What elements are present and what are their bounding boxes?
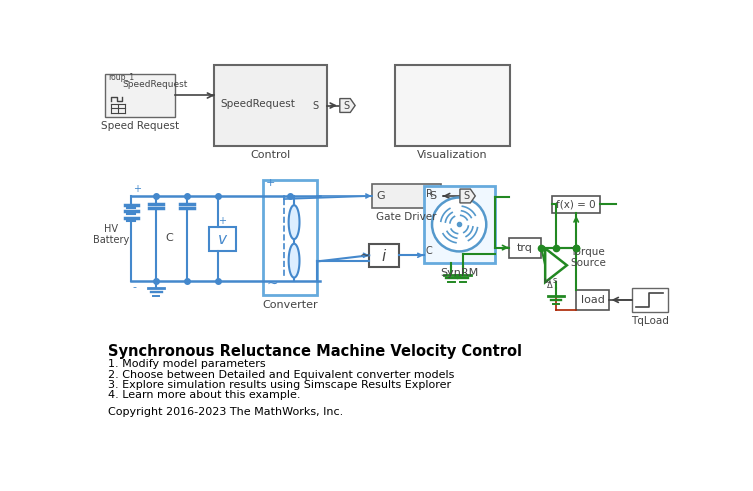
Text: G: G <box>376 191 385 201</box>
FancyBboxPatch shape <box>509 238 541 258</box>
Text: i: i <box>382 248 386 264</box>
Polygon shape <box>460 189 475 203</box>
Circle shape <box>432 197 486 251</box>
FancyBboxPatch shape <box>371 184 441 208</box>
Text: +: + <box>218 217 227 226</box>
Polygon shape <box>288 205 300 239</box>
Text: trq: trq <box>517 243 533 252</box>
Text: R: R <box>426 189 433 199</box>
FancyBboxPatch shape <box>576 290 608 310</box>
FancyBboxPatch shape <box>215 65 327 146</box>
Text: SpeedRequest: SpeedRequest <box>221 99 295 109</box>
Text: +: + <box>266 178 276 188</box>
Text: C: C <box>426 246 432 256</box>
Polygon shape <box>545 248 567 282</box>
Text: SpeedRequest: SpeedRequest <box>122 80 187 89</box>
Text: Visualization: Visualization <box>417 150 487 160</box>
Text: TqLoad: TqLoad <box>631 316 669 326</box>
Text: 3. Explore simulation results using Simscape Results Explorer: 3. Explore simulation results using Sims… <box>108 380 451 390</box>
Polygon shape <box>288 244 300 277</box>
FancyBboxPatch shape <box>369 244 398 267</box>
Text: ~: ~ <box>266 276 278 291</box>
FancyBboxPatch shape <box>552 196 600 213</box>
Text: ω: ω <box>544 276 550 285</box>
Text: 4. Learn more about this example.: 4. Learn more about this example. <box>108 390 300 400</box>
Text: -: - <box>133 282 137 292</box>
Text: S: S <box>429 191 436 201</box>
Text: Δ: Δ <box>547 281 553 290</box>
Text: v: v <box>218 232 227 247</box>
Text: Converter: Converter <box>262 300 318 310</box>
FancyBboxPatch shape <box>209 227 236 251</box>
Text: Gate Driver: Gate Driver <box>376 212 437 222</box>
Text: f(x) = 0: f(x) = 0 <box>556 199 596 210</box>
FancyBboxPatch shape <box>105 74 175 117</box>
Text: S: S <box>464 191 470 201</box>
Text: Control: Control <box>250 150 291 160</box>
Text: Copyright 2016-2023 The MathWorks, Inc.: Copyright 2016-2023 The MathWorks, Inc. <box>108 407 343 417</box>
Text: C: C <box>166 233 173 244</box>
Text: -: - <box>220 244 224 257</box>
FancyBboxPatch shape <box>395 65 510 146</box>
Text: HV
Battery: HV Battery <box>93 224 130 246</box>
Text: S: S <box>312 101 319 110</box>
Text: SynRM: SynRM <box>440 268 478 277</box>
Text: 1. Modify model parameters: 1. Modify model parameters <box>108 359 266 369</box>
Text: ~: ~ <box>359 249 370 262</box>
Text: +: + <box>133 185 141 194</box>
FancyBboxPatch shape <box>423 186 495 263</box>
Text: S: S <box>343 101 350 110</box>
Text: Synchronous Reluctance Machine Velocity Control: Synchronous Reluctance Machine Velocity … <box>108 344 522 359</box>
Text: Speed Request: Speed Request <box>101 120 179 131</box>
Text: load: load <box>581 295 605 305</box>
Text: s: s <box>553 276 557 285</box>
Text: roup_1: roup_1 <box>108 73 134 82</box>
FancyBboxPatch shape <box>632 288 668 312</box>
Polygon shape <box>340 99 355 112</box>
Text: 2. Choose between Detailed and Equivalent converter models: 2. Choose between Detailed and Equivalen… <box>108 370 455 380</box>
Text: Torque
Source: Torque Source <box>570 247 606 269</box>
